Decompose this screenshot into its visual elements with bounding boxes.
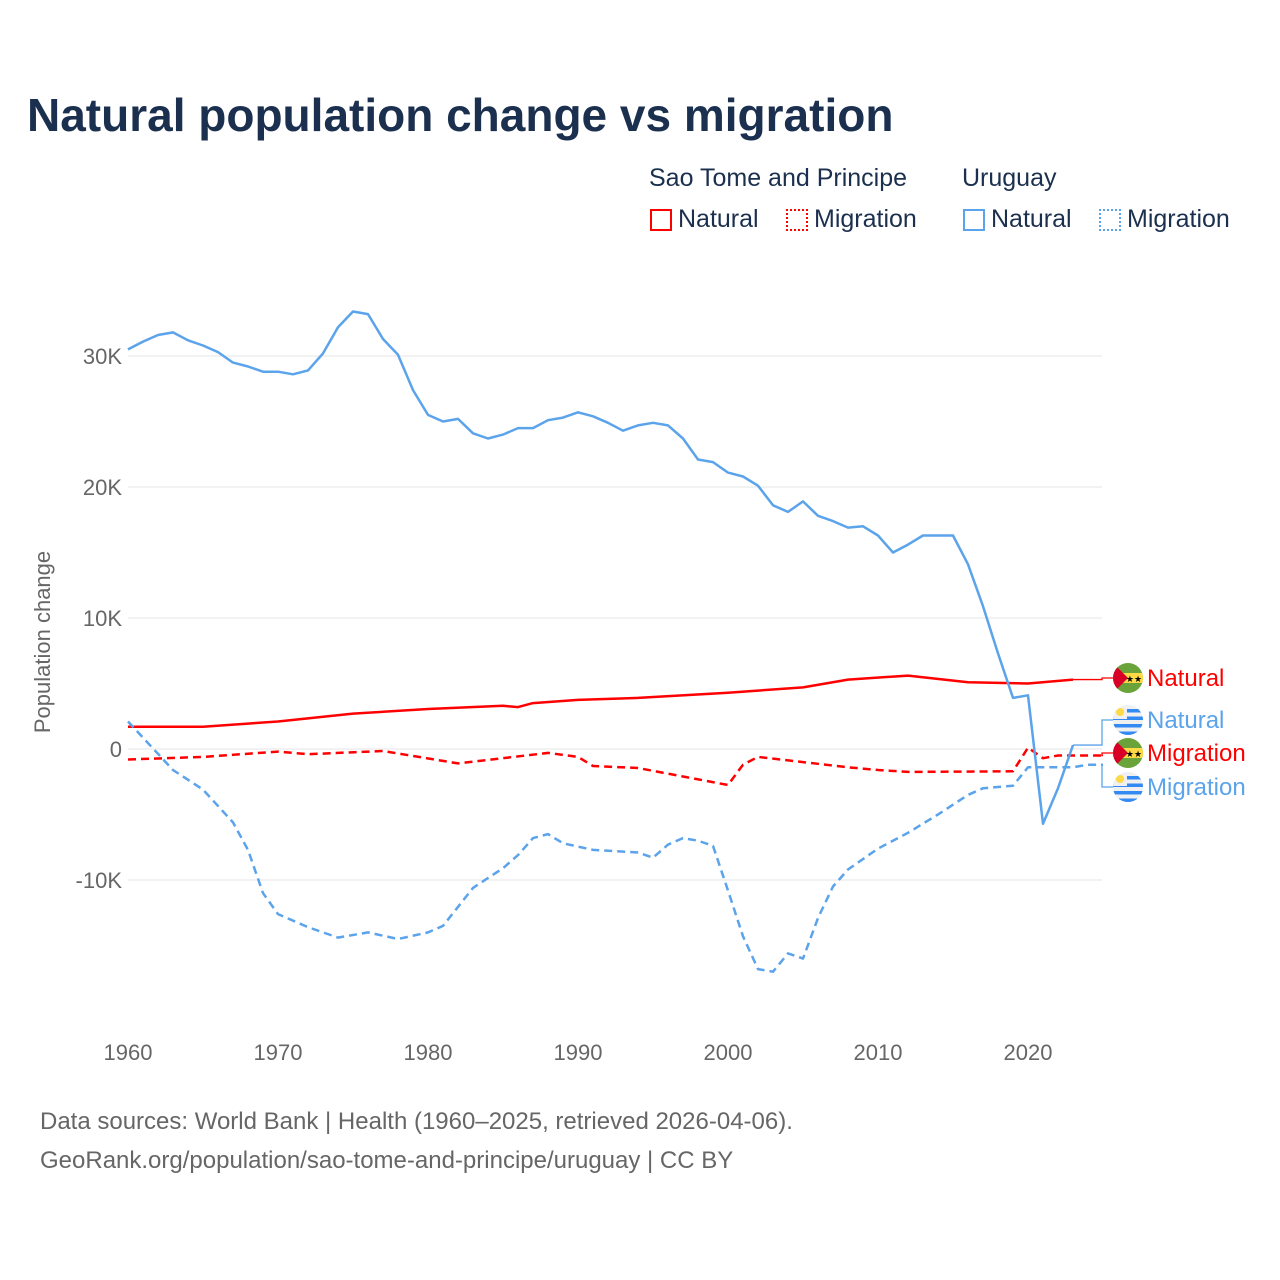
legend-item-stp-migration[interactable]: Migration: [786, 205, 917, 234]
series-line-uruguay-natural[interactable]: [127, 310, 1075, 825]
x-tick-label: 1980: [404, 1040, 453, 1065]
x-tick-label: 1960: [104, 1040, 153, 1065]
y-tick-label: 0: [110, 737, 122, 762]
legend-label: Natural: [678, 205, 759, 233]
x-tick-label: 2010: [854, 1040, 903, 1065]
legend-item-uruguay-natural[interactable]: Natural: [963, 205, 1072, 234]
legend-label: Migration: [814, 205, 917, 233]
uruguay-flag-icon: [1113, 705, 1143, 735]
legend-swatch-solid: [963, 208, 985, 231]
uruguay-flag-icon: [1113, 772, 1143, 802]
svg-text:★★: ★★: [1126, 674, 1142, 684]
legend-item-uruguay-migration[interactable]: Migration: [1099, 205, 1230, 234]
footer-link[interactable]: GeoRank.org/population/sao-tome-and-prin…: [40, 1147, 734, 1174]
y-axis-label: Population change: [30, 551, 55, 733]
legend-header-uruguay: Uruguay: [962, 164, 1057, 192]
legend-header-sao-tome: Sao Tome and Principe: [649, 164, 908, 192]
series-line-sao-tome-and-principe-migration[interactable]: [127, 746, 1103, 787]
series-line-uruguay-migration[interactable]: [127, 720, 1103, 973]
end-label: Natural: [1147, 707, 1224, 734]
series-line-sao-tome-and-principe-natural[interactable]: [128, 674, 1074, 728]
y-tick-label: 30K: [83, 344, 122, 369]
end-label-connector: [1073, 719, 1113, 746]
legend-label: Natural: [991, 205, 1072, 233]
end-label: Natural: [1147, 665, 1224, 692]
footer-sources: Data sources: World Bank | Health (1960–…: [40, 1108, 793, 1135]
x-tick-label: 1970: [254, 1040, 303, 1065]
end-label: Migration: [1147, 774, 1246, 801]
x-tick-label: 2020: [1004, 1040, 1053, 1065]
y-tick-label: -10K: [76, 868, 123, 893]
x-tick-label: 1990: [554, 1040, 603, 1065]
end-label: Migration: [1147, 740, 1246, 767]
legend-swatch-dotted: [1099, 208, 1121, 231]
legend-item-stp-natural[interactable]: Natural: [650, 205, 759, 234]
end-label-connector: [1101, 752, 1113, 757]
svg-text:★★: ★★: [1126, 749, 1142, 759]
end-label-connector: [1073, 677, 1113, 681]
x-tick-label: 2000: [704, 1040, 753, 1065]
y-tick-label: 20K: [83, 475, 122, 500]
sao-tome-flag-icon: ★★: [1113, 738, 1143, 768]
sao-tome-flag-icon: ★★: [1113, 663, 1143, 693]
legend-swatch-solid: [650, 208, 672, 231]
legend-label: Migration: [1127, 205, 1230, 233]
legend-swatch-dotted: [786, 208, 808, 231]
end-label-connector: [1101, 764, 1113, 788]
y-tick-label: 10K: [83, 606, 122, 631]
chart-title: Natural population change vs migration: [27, 89, 894, 141]
